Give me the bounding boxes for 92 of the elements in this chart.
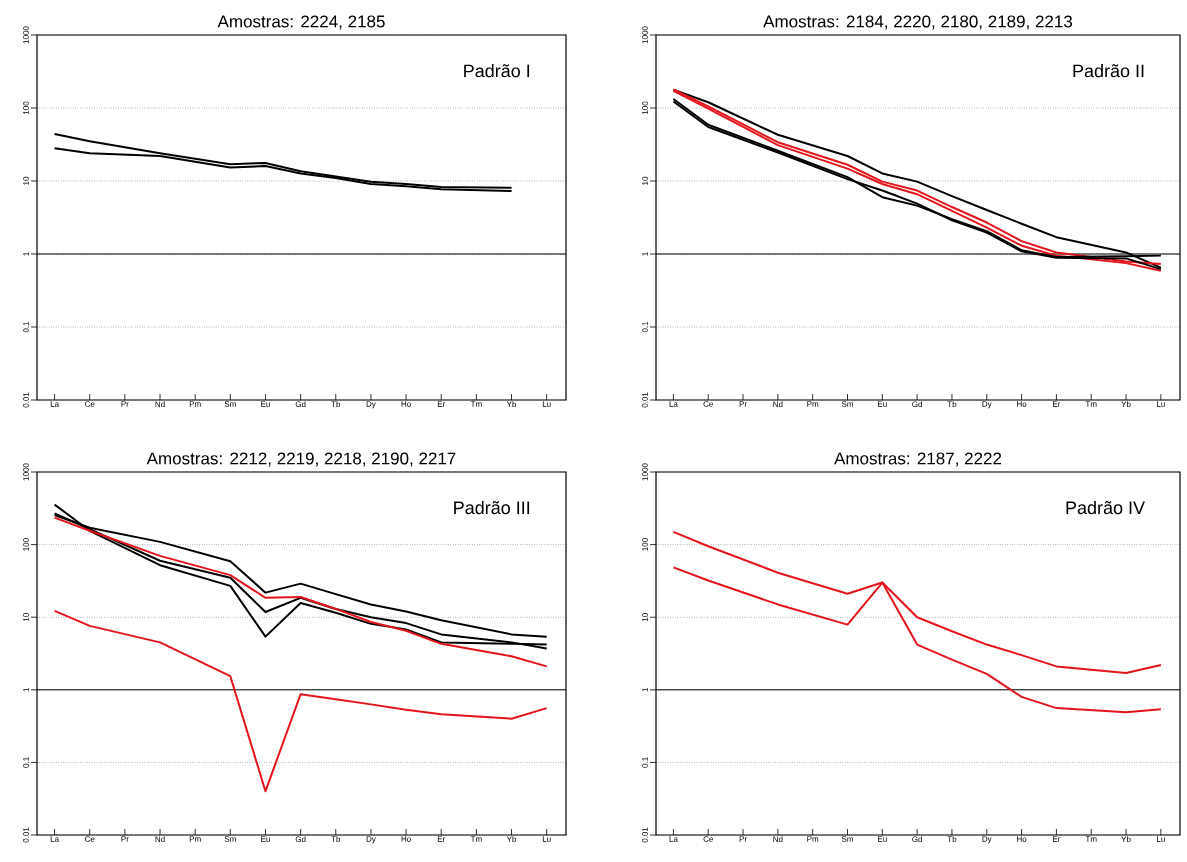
x-tick-label: Sm	[224, 836, 236, 842]
x-tick-label: Dy	[982, 401, 992, 409]
y-tick-label: 0.1	[642, 757, 648, 768]
x-tick-label: Gd	[295, 836, 306, 843]
annotation: Padrão II	[1073, 64, 1144, 78]
x-tick-label: Tb	[331, 401, 341, 408]
x-tick-label: Ho	[401, 401, 411, 407]
x-tick-label: La	[669, 836, 678, 842]
y-tick-label: 100	[23, 538, 29, 551]
x-tick-label: Er	[437, 401, 446, 407]
x-tick-label: Pm	[807, 401, 819, 407]
x-tick-label: Pr	[739, 401, 747, 407]
y-tick-label: 1000	[642, 463, 648, 481]
y-tick-label: 10	[642, 613, 648, 622]
chart-title: Amostras: 2212, 2219, 2218, 2190, 2217	[146, 452, 456, 467]
x-tick-label: Gd	[295, 401, 306, 408]
x-tick-label: Sm	[224, 401, 236, 407]
chart-title: Amostras: 2184, 2220, 2180, 2189, 2213	[763, 15, 1073, 30]
x-tick-label: La	[50, 836, 60, 842]
y-tick-label: 100	[23, 101, 29, 115]
y-tick-label: 0.1	[23, 321, 29, 333]
x-tick-label: Lu	[542, 836, 551, 842]
x-tick-label: Nd	[155, 836, 165, 843]
y-tick-label: 0.01	[23, 392, 29, 408]
x-tick-label: Eu	[878, 401, 887, 407]
x-tick-label: Nd	[773, 836, 783, 843]
y-tick-label: 1	[642, 252, 648, 256]
y-tick-label: 0.01	[642, 827, 648, 843]
x-tick-label: Yb	[506, 836, 517, 843]
x-tick-label: Pm	[189, 836, 201, 842]
x-tick-label: Pm	[189, 401, 201, 407]
x-tick-label: Er	[437, 836, 446, 842]
x-tick-label: Ce	[703, 401, 713, 407]
x-tick-label: Eu	[261, 836, 270, 842]
y-tick-label: 1	[23, 687, 29, 692]
y-tick-label: 1000	[642, 26, 648, 44]
y-tick-label: 10	[23, 613, 29, 622]
x-tick-label: Dy	[982, 836, 992, 844]
x-tick-label: Er	[1053, 836, 1061, 842]
x-tick-label: Tm	[1085, 401, 1097, 407]
y-tick-label: 1000	[23, 463, 29, 481]
x-tick-label: Gd	[912, 836, 922, 843]
x-tick-label: Tb	[947, 401, 957, 408]
annotation: Padrão I	[464, 64, 530, 78]
x-tick-label: Pr	[121, 836, 129, 842]
x-tick-label: La	[50, 401, 60, 407]
x-tick-label: Ce	[85, 836, 95, 842]
y-tick-label: 1	[642, 687, 648, 692]
chart-title: Amostras: 2224, 2185	[217, 15, 385, 30]
x-tick-label: Er	[1053, 401, 1061, 407]
x-tick-label: Sm	[841, 836, 853, 842]
x-tick-label: Ho	[401, 836, 411, 842]
y-tick-label: 0.1	[642, 321, 648, 333]
x-tick-label: Ho	[1017, 836, 1027, 842]
x-tick-label: Dy	[366, 401, 376, 409]
x-tick-label: Eu	[261, 401, 270, 407]
y-tick-label: 1000	[23, 26, 29, 44]
x-tick-label: Yb	[1121, 401, 1131, 408]
x-tick-label: Gd	[912, 401, 922, 408]
y-tick-label: 100	[642, 538, 648, 551]
x-tick-label: Tm	[1085, 836, 1097, 842]
y-tick-label: 0.01	[23, 827, 29, 843]
x-tick-label: Tm	[470, 401, 482, 407]
x-tick-label: Lu	[542, 401, 551, 407]
x-tick-label: Ce	[85, 401, 95, 407]
x-tick-label: Tb	[947, 836, 957, 843]
x-tick-label: Yb	[506, 401, 517, 408]
y-tick-label: 0.1	[23, 757, 29, 768]
x-tick-label: La	[669, 401, 678, 407]
x-tick-label: Pr	[739, 836, 747, 842]
x-tick-label: Lu	[1157, 836, 1165, 842]
x-tick-label: Eu	[878, 836, 887, 842]
x-tick-label: Nd	[155, 401, 165, 408]
annotation: Padrão III	[454, 500, 530, 515]
x-tick-label: Yb	[1121, 836, 1131, 843]
x-tick-label: Tb	[331, 836, 341, 843]
x-tick-label: Pm	[807, 836, 819, 842]
y-tick-label: 10	[23, 176, 29, 185]
x-tick-label: Pr	[121, 401, 129, 407]
annotation: Padrão IV	[1066, 500, 1145, 515]
y-tick-label: 0.01	[642, 392, 648, 408]
chart-title: Amostras: 2187, 2222	[834, 452, 1002, 467]
y-tick-label: 10	[642, 176, 648, 185]
y-tick-label: 1	[23, 252, 29, 256]
x-tick-label: Ce	[703, 836, 713, 842]
x-tick-label: Dy	[366, 836, 376, 844]
x-tick-label: Sm	[841, 401, 853, 407]
x-tick-label: Tm	[470, 836, 482, 842]
x-tick-label: Nd	[773, 401, 783, 408]
y-tick-label: 100	[642, 101, 648, 115]
x-tick-label: Lu	[1157, 401, 1165, 407]
x-tick-label: Ho	[1017, 401, 1027, 407]
